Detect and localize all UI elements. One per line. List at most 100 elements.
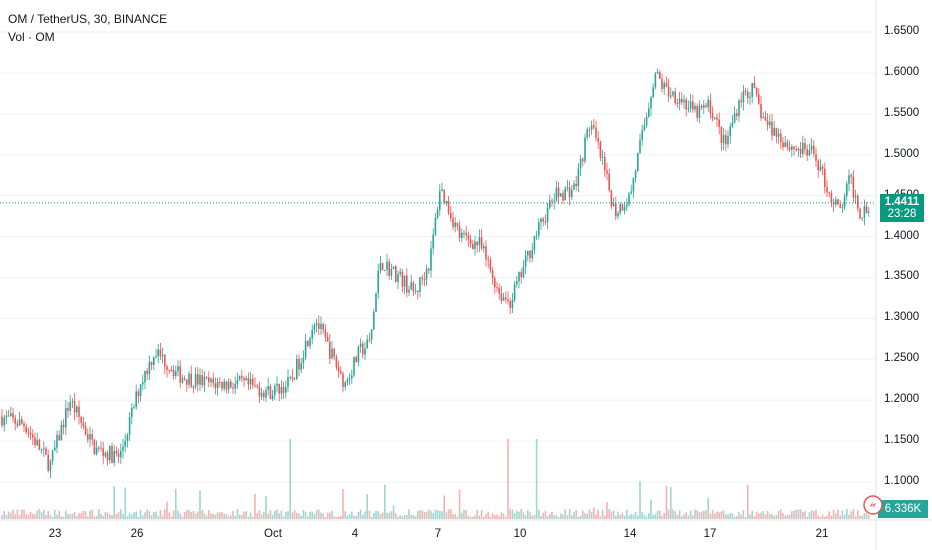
candle-body: [575, 183, 577, 187]
candle-body: [368, 339, 371, 341]
candle-body: [854, 195, 857, 198]
volume-bar: [269, 510, 272, 519]
alarm-clock-icon[interactable]: [862, 494, 884, 516]
candle-body: [126, 435, 129, 441]
volume-bar: [436, 510, 439, 519]
candle-body: [813, 145, 815, 154]
volume-bar: [595, 514, 597, 519]
candle-body: [705, 105, 707, 107]
candle-body: [344, 382, 346, 387]
candle-body: [80, 416, 82, 424]
volume-bar: [232, 510, 234, 519]
candle-body: [172, 370, 175, 377]
volume-bar: [428, 509, 430, 519]
candle-body: [850, 175, 852, 177]
volume-bar: [441, 511, 443, 519]
candle-body: [397, 273, 399, 283]
candle-body: [212, 378, 214, 384]
volume-bar: [190, 511, 192, 519]
candle-body: [843, 196, 846, 208]
volume-bar: [346, 515, 349, 519]
candle-body: [863, 206, 866, 218]
volume-bar: [93, 516, 96, 519]
candle-body: [568, 187, 571, 198]
candle-body: [749, 96, 751, 98]
volume-bar: [153, 511, 155, 519]
volume-bar: [694, 509, 696, 519]
candle-body: [516, 281, 518, 285]
candle-body: [469, 239, 472, 244]
volume-bar: [637, 515, 639, 519]
candle-body: [247, 378, 250, 385]
candle-body: [161, 354, 164, 357]
volume-bar: [401, 516, 404, 519]
candle-body: [340, 371, 342, 374]
candle-body: [115, 451, 118, 454]
volume-bar: [54, 509, 56, 519]
volume-bar: [828, 511, 830, 519]
candle-body: [505, 297, 507, 300]
volume-bar: [370, 516, 373, 519]
candle-body: [502, 297, 505, 301]
candle-body: [419, 277, 421, 292]
symbol-title[interactable]: OM / TetherUS, 30, BINANCE: [8, 12, 168, 26]
volume-bar: [5, 515, 8, 519]
candle-body: [388, 261, 390, 276]
volume-bar: [76, 515, 78, 519]
volume-bar: [320, 512, 322, 519]
candle-body: [43, 448, 45, 450]
volume-bar: [238, 514, 241, 519]
volume-bar: [810, 510, 813, 519]
candle-body: [573, 183, 575, 190]
volume-bar: [733, 516, 736, 519]
volume-bar: [144, 512, 146, 519]
volume-bar: [7, 511, 10, 519]
volume-bar: [282, 516, 285, 519]
time-tick: 7: [434, 528, 442, 540]
volume-bar: [45, 515, 47, 519]
candle-body: [826, 187, 828, 193]
volume-bar: [656, 510, 659, 519]
candle-body: [606, 170, 608, 174]
volume-bar: [291, 512, 294, 519]
candle-body: [782, 142, 784, 148]
candle-body: [458, 226, 461, 238]
volume-bar: [590, 512, 593, 519]
volume-bar: [359, 509, 362, 519]
volume-bar: [142, 515, 144, 519]
volume-indicator-label[interactable]: Vol · OM: [8, 30, 55, 44]
volume-bar: [148, 511, 151, 519]
volume-bar: [355, 515, 357, 519]
volume-bar: [183, 511, 186, 519]
volume-bar: [500, 512, 503, 519]
volume-bar: [210, 513, 212, 519]
candle-body: [817, 160, 819, 171]
volume-bar: [795, 509, 797, 519]
volume-bar: [102, 515, 104, 519]
candle-body: [771, 121, 773, 136]
candle-body: [738, 100, 740, 117]
price-tick: 1.1000: [884, 475, 920, 487]
price-tick: 1.4000: [884, 229, 920, 242]
candle-body: [542, 218, 544, 222]
candle-body: [711, 113, 714, 119]
volume-bar: [293, 510, 296, 519]
candle-body: [582, 158, 584, 162]
volume-bar: [126, 516, 129, 519]
candle-body: [51, 450, 54, 462]
volume-bar: [538, 509, 540, 519]
candle-body: [718, 119, 720, 127]
volume-bar: [672, 509, 674, 519]
candle-body: [610, 190, 613, 207]
last-price-value: 1.4411: [884, 195, 920, 208]
candle-body: [665, 82, 668, 87]
volume-bar: [667, 509, 670, 519]
candle-body: [230, 381, 232, 388]
candle-body: [238, 375, 241, 380]
time-tick: 17: [703, 528, 717, 540]
volume-bar: [82, 510, 85, 519]
candle-body: [857, 195, 859, 209]
candle-body: [221, 382, 223, 389]
candle-body: [795, 149, 797, 151]
